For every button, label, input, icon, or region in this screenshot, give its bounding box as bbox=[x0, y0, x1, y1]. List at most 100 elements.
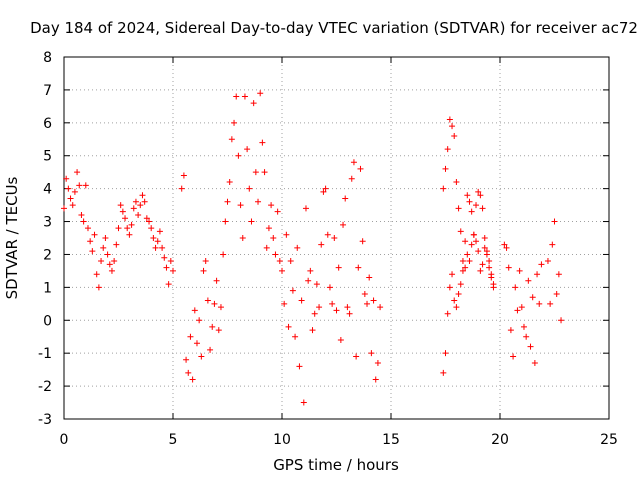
y-tick-label: 4 bbox=[43, 182, 52, 198]
data-point bbox=[139, 192, 146, 199]
data-point bbox=[305, 277, 312, 284]
data-point bbox=[84, 225, 91, 232]
data-point bbox=[213, 277, 220, 284]
data-point bbox=[61, 205, 67, 212]
data-point bbox=[224, 198, 231, 205]
data-point bbox=[255, 198, 262, 205]
data-point bbox=[473, 238, 480, 245]
data-point bbox=[553, 290, 560, 297]
data-point bbox=[150, 235, 157, 241]
data-point bbox=[307, 267, 314, 274]
data-point bbox=[486, 258, 493, 265]
data-point bbox=[507, 327, 514, 334]
data-point bbox=[536, 300, 543, 307]
data-point bbox=[130, 205, 137, 212]
data-point bbox=[198, 353, 205, 360]
data-point bbox=[549, 241, 556, 248]
data-point bbox=[191, 307, 198, 314]
data-point bbox=[475, 188, 482, 195]
data-point bbox=[292, 333, 299, 340]
plot-frame bbox=[63, 56, 610, 420]
data-point bbox=[298, 297, 305, 304]
data-point bbox=[459, 258, 466, 265]
data-point bbox=[462, 264, 469, 271]
x-tick-label: 20 bbox=[491, 432, 509, 448]
data-point bbox=[63, 175, 70, 182]
y-tick-label: 0 bbox=[43, 313, 52, 329]
data-point bbox=[551, 218, 558, 225]
data-point bbox=[501, 241, 508, 248]
data-point bbox=[78, 211, 85, 218]
data-point bbox=[272, 251, 279, 258]
data-point bbox=[451, 297, 458, 304]
data-point bbox=[329, 300, 336, 307]
data-point bbox=[119, 208, 126, 215]
data-point bbox=[261, 169, 268, 176]
data-point bbox=[222, 218, 229, 225]
data-point bbox=[451, 132, 458, 139]
data-point bbox=[276, 258, 283, 265]
data-point bbox=[95, 284, 102, 291]
data-point bbox=[464, 192, 471, 199]
data-point bbox=[124, 225, 131, 232]
data-point bbox=[161, 254, 168, 261]
data-point bbox=[481, 235, 488, 241]
data-point bbox=[231, 119, 238, 126]
data-point bbox=[520, 323, 527, 330]
data-point bbox=[361, 290, 368, 297]
data-point bbox=[285, 323, 292, 330]
data-point bbox=[250, 100, 257, 107]
data-point bbox=[516, 267, 523, 274]
data-point bbox=[69, 202, 76, 209]
data-point bbox=[82, 182, 89, 189]
x-tick-label: 15 bbox=[382, 432, 400, 448]
data-point bbox=[531, 360, 538, 367]
y-tick-label: 6 bbox=[43, 116, 52, 132]
data-point bbox=[89, 248, 96, 255]
data-point bbox=[318, 241, 325, 248]
data-point bbox=[122, 215, 129, 222]
x-tick-label: 10 bbox=[273, 432, 291, 448]
data-point bbox=[353, 353, 360, 360]
data-point bbox=[453, 179, 460, 186]
data-point bbox=[337, 337, 344, 344]
data-point bbox=[132, 198, 139, 205]
data-point bbox=[547, 300, 554, 307]
data-point bbox=[342, 195, 349, 202]
data-point bbox=[309, 327, 316, 334]
data-point bbox=[185, 369, 192, 376]
data-point bbox=[449, 123, 456, 130]
y-axis-label: SDTVAR / TECUs bbox=[3, 176, 21, 299]
data-point bbox=[108, 267, 115, 274]
data-point bbox=[475, 248, 482, 255]
data-point bbox=[115, 225, 122, 232]
data-point bbox=[104, 251, 111, 258]
data-point bbox=[287, 258, 294, 265]
data-point bbox=[544, 258, 551, 265]
data-point bbox=[340, 221, 347, 228]
data-point bbox=[76, 182, 83, 189]
data-point bbox=[233, 93, 240, 100]
data-point bbox=[483, 251, 490, 258]
data-point bbox=[263, 244, 270, 251]
data-point bbox=[477, 267, 484, 274]
data-point bbox=[137, 202, 144, 209]
data-point bbox=[265, 225, 272, 232]
data-point bbox=[320, 188, 327, 195]
data-point bbox=[442, 165, 449, 172]
data-point bbox=[215, 327, 222, 334]
data-point bbox=[156, 228, 163, 235]
data-point bbox=[165, 281, 172, 288]
data-point bbox=[91, 231, 98, 238]
data-point bbox=[529, 294, 536, 301]
chart-title: Day 184 of 2024, Sidereal Day-to-day VTE… bbox=[30, 19, 638, 37]
data-point bbox=[488, 274, 495, 281]
data-point bbox=[459, 267, 466, 274]
data-point bbox=[100, 244, 107, 251]
data-point bbox=[346, 310, 353, 317]
data-point bbox=[294, 244, 301, 251]
data-point bbox=[486, 264, 493, 271]
data-point bbox=[446, 284, 453, 291]
data-point bbox=[455, 205, 462, 212]
data-point bbox=[268, 202, 275, 209]
